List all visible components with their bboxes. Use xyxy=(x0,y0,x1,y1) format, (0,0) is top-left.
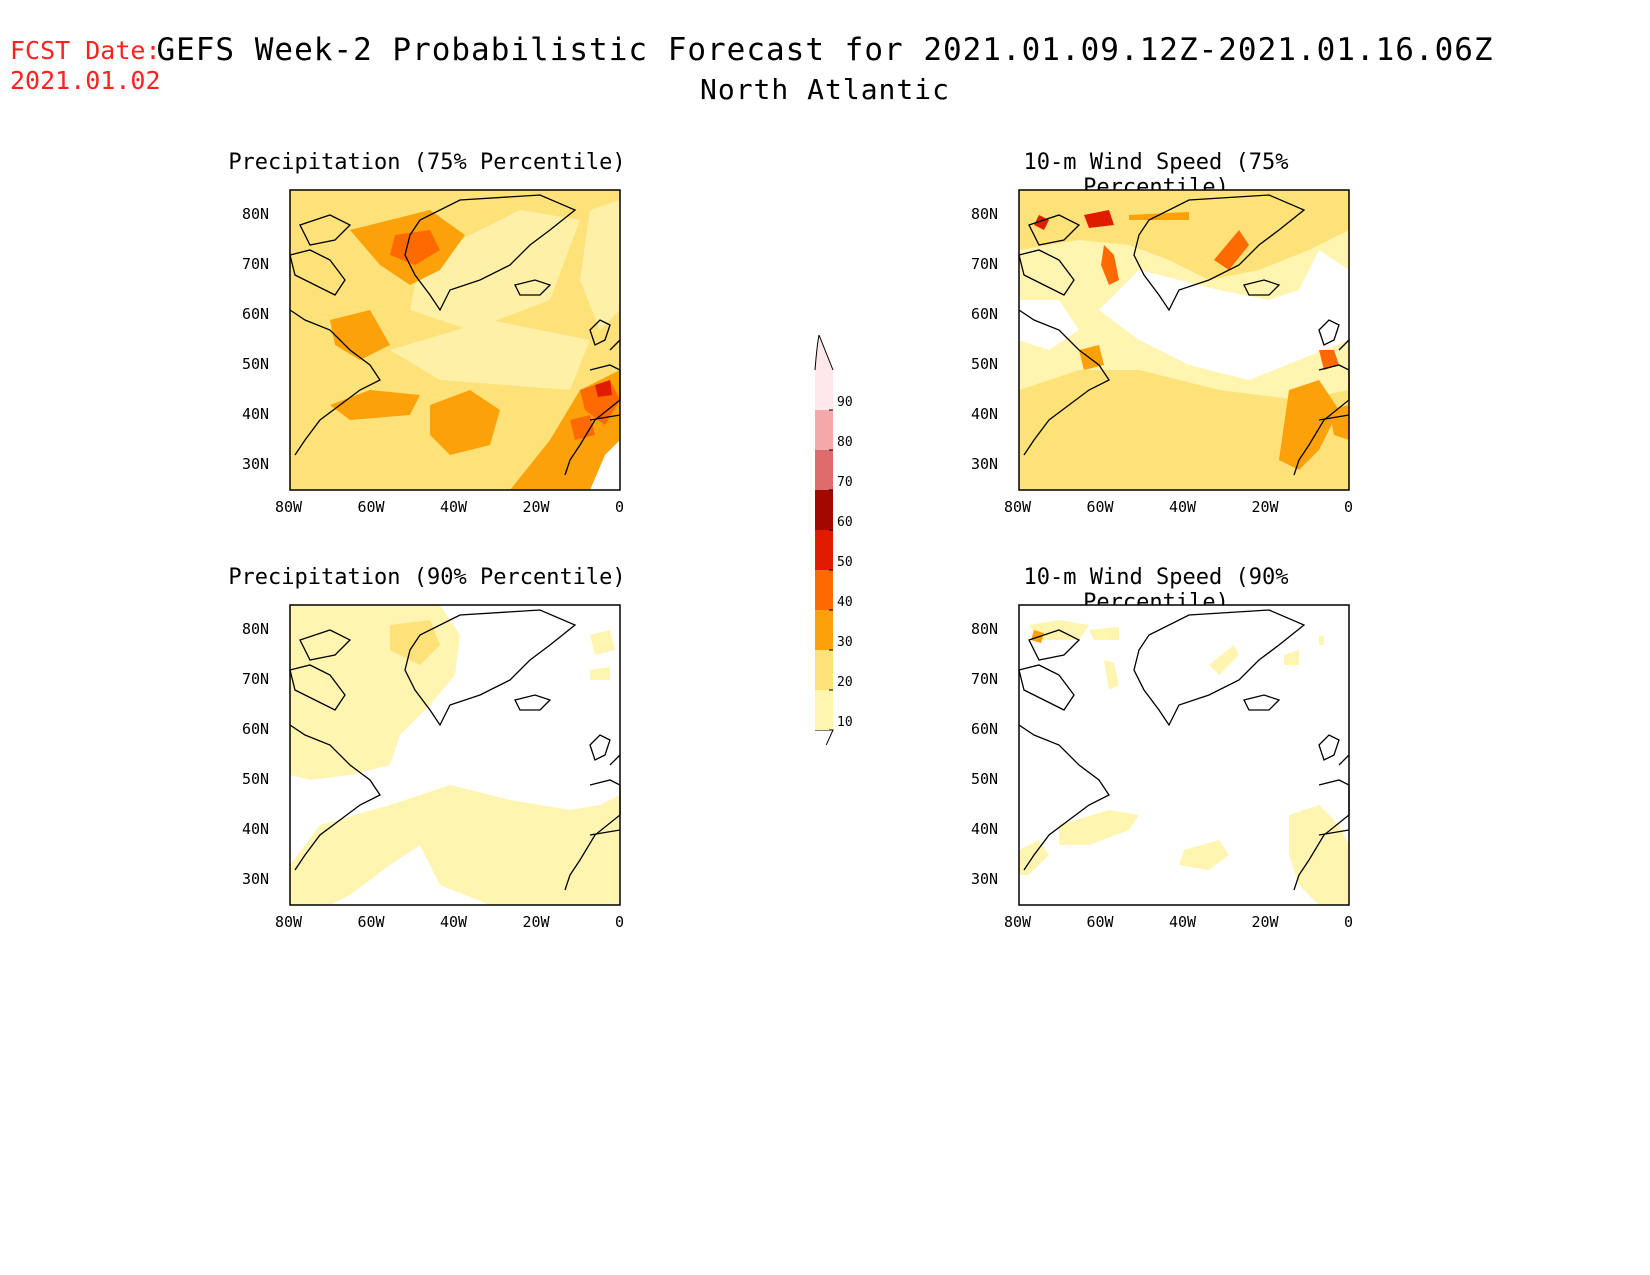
lat-tick-wind-75: 40N xyxy=(971,405,999,423)
colorbar-label: 20 xyxy=(837,675,853,690)
lon-tick-wind-90: 60W xyxy=(1086,913,1114,931)
colorbar-swatch xyxy=(815,690,833,730)
lon-tick-precip-75: 0 xyxy=(615,498,625,516)
forecast-date: FCST Date: 2021.01.02 xyxy=(10,36,161,96)
panel-title-precip-90: Precipitation (90% Percentile) xyxy=(228,565,626,590)
colorbar-swatch xyxy=(815,370,833,410)
lat-tick-precip-75: 30N xyxy=(242,455,270,473)
figure-title-region: North Atlantic xyxy=(699,73,950,106)
forecast-date-value: 2021.01.02 xyxy=(10,66,161,95)
colorbar-swatch xyxy=(815,610,833,650)
lon-tick-precip-75: 40W xyxy=(440,498,468,516)
lat-tick-wind-75: 50N xyxy=(971,355,999,373)
lon-tick-precip-75: 80W xyxy=(275,498,303,516)
lat-tick-precip-75: 60N xyxy=(242,305,270,323)
lat-tick-precip-75: 80N xyxy=(242,205,270,223)
lat-tick-precip-90: 40N xyxy=(242,820,270,838)
panel-title-precip-75: Precipitation (75% Percentile) xyxy=(228,150,626,175)
colorbar-swatch xyxy=(815,450,833,490)
lat-tick-precip-90: 50N xyxy=(242,770,270,788)
lon-tick-precip-90: 60W xyxy=(357,913,385,931)
lon-tick-precip-75: 60W xyxy=(357,498,385,516)
lat-tick-precip-90: 60N xyxy=(242,720,270,738)
lon-tick-precip-90: 0 xyxy=(615,913,625,931)
lat-tick-precip-90: 70N xyxy=(242,670,270,688)
lon-tick-precip-90: 20W xyxy=(522,913,550,931)
lat-tick-wind-90: 70N xyxy=(971,670,999,688)
colorbar-swatch xyxy=(815,490,833,530)
lon-tick-wind-90: 20W xyxy=(1251,913,1279,931)
colorbar-tail-bottom xyxy=(815,729,834,745)
lon-tick-wind-75: 20W xyxy=(1251,498,1279,516)
colorbar-label: 80 xyxy=(837,435,853,450)
map-precip-75 xyxy=(289,189,621,491)
lon-tick-precip-75: 20W xyxy=(522,498,550,516)
colorbar-swatch xyxy=(815,650,833,690)
map-precip-90 xyxy=(289,604,621,906)
lat-tick-wind-90: 30N xyxy=(971,870,999,888)
lat-tick-precip-90: 80N xyxy=(242,620,270,638)
lon-tick-wind-75: 80W xyxy=(1004,498,1032,516)
colorbar-label: 10 xyxy=(837,715,853,730)
colorbar-label: 50 xyxy=(837,555,853,570)
lat-tick-wind-75: 30N xyxy=(971,455,999,473)
lat-tick-wind-75: 70N xyxy=(971,255,999,273)
figure-title: GEFS Week-2 Probabilistic Forecast for 2… xyxy=(0,30,1650,110)
lat-tick-precip-75: 40N xyxy=(242,405,270,423)
lat-tick-wind-90: 50N xyxy=(971,770,999,788)
lon-tick-wind-75: 0 xyxy=(1344,498,1354,516)
panel-title-wind-90: 10-m Wind Speed (90% Percentile) xyxy=(1023,565,1289,615)
colorbar-swatch xyxy=(815,530,833,570)
colorbar-label: 30 xyxy=(837,635,853,650)
colorbar-tail-top xyxy=(814,335,834,371)
colorbar-swatch xyxy=(815,410,833,450)
lon-tick-precip-90: 40W xyxy=(440,913,468,931)
lat-tick-wind-90: 80N xyxy=(971,620,999,638)
lat-tick-wind-75: 60N xyxy=(971,305,999,323)
lat-tick-precip-90: 30N xyxy=(242,870,270,888)
lon-tick-wind-90: 80W xyxy=(1004,913,1032,931)
lon-tick-wind-90: 0 xyxy=(1344,913,1354,931)
lat-tick-wind-75: 80N xyxy=(971,205,999,223)
colorbar-label: 60 xyxy=(837,515,853,530)
lon-tick-wind-75: 40W xyxy=(1169,498,1197,516)
colorbar-label: 40 xyxy=(837,595,853,610)
lat-tick-wind-90: 60N xyxy=(971,720,999,738)
lon-tick-wind-90: 40W xyxy=(1169,913,1197,931)
lon-tick-precip-90: 80W xyxy=(275,913,303,931)
forecast-date-label: FCST Date: xyxy=(10,36,161,65)
map-wind-90 xyxy=(1018,604,1350,906)
lon-tick-wind-75: 60W xyxy=(1086,498,1114,516)
lat-tick-precip-75: 50N xyxy=(242,355,270,373)
map-wind-75 xyxy=(1018,189,1350,491)
colorbar-swatch xyxy=(815,570,833,610)
lat-tick-wind-90: 40N xyxy=(971,820,999,838)
colorbar-label: 70 xyxy=(837,475,853,490)
colorbar: 10 20 30 40 50 60 70 80 90 xyxy=(814,335,853,745)
lat-tick-precip-75: 70N xyxy=(242,255,270,273)
figure-title-main: GEFS Week-2 Probabilistic Forecast for 2… xyxy=(156,32,1494,68)
colorbar-label: 90 xyxy=(837,395,853,410)
